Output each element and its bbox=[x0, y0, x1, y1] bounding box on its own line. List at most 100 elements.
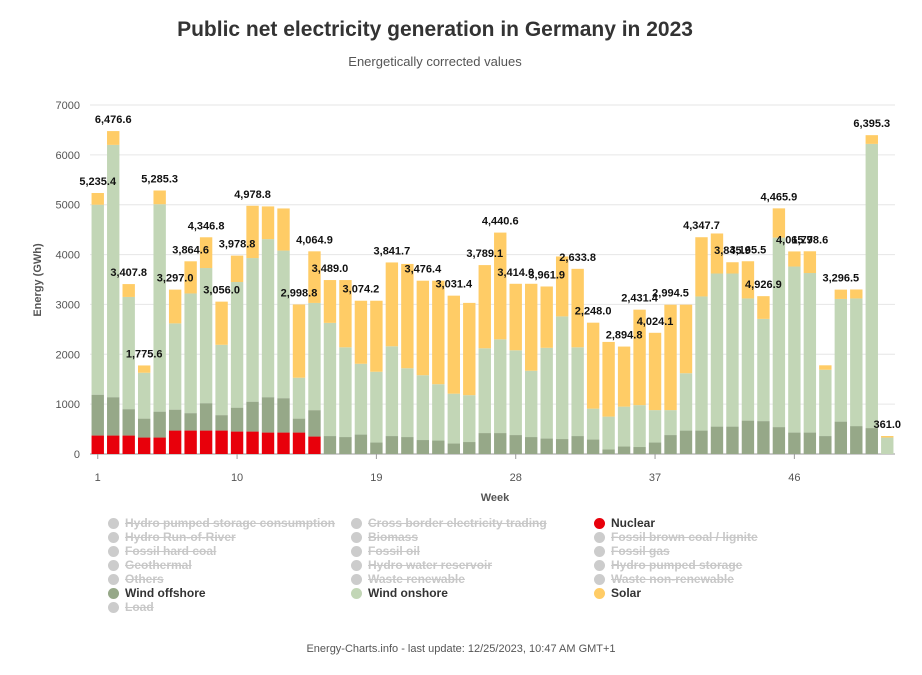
bar-segment-wind-offshore[interactable] bbox=[679, 430, 693, 454]
bar-segment-wind-onshore[interactable] bbox=[308, 302, 321, 411]
bar-segment-wind-offshore[interactable] bbox=[107, 397, 120, 436]
bar-segment-wind-onshore[interactable] bbox=[137, 372, 151, 419]
bar-segment-wind-onshore[interactable] bbox=[153, 204, 166, 412]
bar-segment-solar[interactable] bbox=[199, 237, 213, 269]
bar-segment-solar[interactable] bbox=[122, 284, 135, 297]
bar-segment-solar[interactable] bbox=[416, 280, 430, 376]
bar-segment-nuclear[interactable] bbox=[91, 435, 104, 454]
bar-segment-wind-onshore[interactable] bbox=[602, 416, 615, 450]
legend-item[interactable]: Fossil brown coal / lignite bbox=[594, 530, 758, 544]
legend-item[interactable]: Cross border electricity trading bbox=[351, 516, 547, 530]
bar-segment-solar[interactable] bbox=[292, 304, 306, 378]
bar-segment-solar[interactable] bbox=[401, 263, 414, 369]
bar-segment-solar[interactable] bbox=[555, 256, 569, 317]
bar-segment-solar[interactable] bbox=[819, 365, 832, 370]
bar-segment-wind-onshore[interactable] bbox=[617, 406, 631, 447]
legend-item[interactable]: Waste non-renewable bbox=[594, 572, 734, 586]
legend-item[interactable]: Hydro water reservoir bbox=[351, 558, 492, 572]
bar-segment-solar[interactable] bbox=[447, 295, 460, 394]
bar-segment-wind-offshore[interactable] bbox=[509, 435, 522, 454]
bar-segment-wind-onshore[interactable] bbox=[416, 375, 430, 441]
bar-segment-wind-onshore[interactable] bbox=[494, 339, 507, 434]
bar-segment-wind-offshore[interactable] bbox=[168, 409, 182, 431]
bar-segment-wind-onshore[interactable] bbox=[803, 273, 817, 433]
bar-segment-solar[interactable] bbox=[153, 190, 166, 205]
bar-segment-nuclear[interactable] bbox=[277, 432, 290, 454]
bar-segment-solar[interactable] bbox=[463, 302, 476, 396]
legend-item[interactable]: Biomass bbox=[351, 530, 418, 544]
bar-segment-nuclear[interactable] bbox=[107, 435, 120, 454]
bar-segment-solar[interactable] bbox=[137, 365, 151, 373]
bar-segment-nuclear[interactable] bbox=[153, 437, 166, 454]
bar-segment-wind-offshore[interactable] bbox=[772, 427, 786, 454]
bar-segment-solar[interactable] bbox=[184, 261, 197, 294]
bar-segment-wind-offshore[interactable] bbox=[292, 418, 306, 433]
bar-segment-wind-onshore[interactable] bbox=[757, 318, 770, 422]
bar-segment-wind-onshore[interactable] bbox=[463, 395, 476, 443]
bar-segment-wind-offshore[interactable] bbox=[153, 411, 166, 438]
bar-segment-wind-onshore[interactable] bbox=[370, 371, 383, 443]
bar-segment-wind-onshore[interactable] bbox=[261, 239, 275, 398]
legend-item[interactable]: Hydro pumped storage bbox=[594, 558, 742, 572]
bar-segment-wind-offshore[interactable] bbox=[834, 421, 848, 454]
legend-item[interactable]: Wind onshore bbox=[351, 586, 448, 600]
bar-segment-solar[interactable] bbox=[679, 304, 693, 374]
bar-segment-wind-offshore[interactable] bbox=[710, 426, 724, 454]
legend-item[interactable]: Fossil gas bbox=[594, 544, 670, 558]
bar-segment-solar[interactable] bbox=[881, 436, 894, 438]
bar-segment-wind-onshore[interactable] bbox=[710, 273, 724, 427]
bar-segment-wind-offshore[interactable] bbox=[633, 447, 646, 454]
bar-segment-wind-offshore[interactable] bbox=[726, 426, 739, 454]
bar-segment-wind-offshore[interactable] bbox=[540, 438, 553, 454]
bar-segment-solar[interactable] bbox=[850, 289, 863, 299]
bar-segment-solar[interactable] bbox=[370, 300, 383, 372]
bar-segment-wind-offshore[interactable] bbox=[230, 407, 244, 432]
bar-segment-wind-offshore[interactable] bbox=[695, 430, 708, 454]
bar-segment-solar[interactable] bbox=[834, 289, 848, 299]
bar-segment-solar[interactable] bbox=[710, 233, 724, 274]
bar-segment-wind-onshore[interactable] bbox=[819, 369, 832, 437]
bar-segment-nuclear[interactable] bbox=[168, 430, 182, 454]
bar-segment-wind-onshore[interactable] bbox=[788, 266, 801, 433]
bar-segment-solar[interactable] bbox=[741, 261, 755, 299]
bar-segment-wind-onshore[interactable] bbox=[230, 281, 244, 408]
bar-segment-wind-onshore[interactable] bbox=[199, 268, 213, 404]
bar-segment-wind-offshore[interactable] bbox=[339, 437, 352, 454]
bar-segment-wind-onshore[interactable] bbox=[525, 370, 538, 438]
bar-segment-wind-onshore[interactable] bbox=[850, 298, 863, 427]
bar-segment-solar[interactable] bbox=[757, 296, 770, 319]
bar-segment-wind-offshore[interactable] bbox=[199, 403, 213, 431]
bar-segment-wind-onshore[interactable] bbox=[184, 293, 197, 414]
bar-segment-solar[interactable] bbox=[246, 205, 259, 259]
bar-segment-solar[interactable] bbox=[525, 283, 538, 371]
bar-segment-solar[interactable] bbox=[494, 232, 507, 340]
bar-segment-solar[interactable] bbox=[277, 208, 290, 251]
bar-segment-wind-onshore[interactable] bbox=[91, 204, 104, 395]
bar-segment-nuclear[interactable] bbox=[261, 432, 275, 454]
bar-segment-solar[interactable] bbox=[803, 251, 817, 274]
bar-segment-solar[interactable] bbox=[261, 206, 275, 240]
legend-item[interactable]: Wind offshore bbox=[108, 586, 206, 600]
bar-segment-wind-onshore[interactable] bbox=[122, 296, 135, 410]
bar-segment-wind-offshore[interactable] bbox=[788, 432, 801, 454]
bar-segment-solar[interactable] bbox=[385, 262, 399, 347]
bar-segment-wind-offshore[interactable] bbox=[803, 432, 817, 454]
bar-segment-wind-onshore[interactable] bbox=[772, 237, 786, 428]
bar-segment-solar[interactable] bbox=[617, 346, 631, 407]
bar-segment-wind-offshore[interactable] bbox=[416, 440, 430, 454]
bar-segment-wind-offshore[interactable] bbox=[385, 436, 399, 454]
bar-segment-wind-onshore[interactable] bbox=[385, 346, 399, 437]
bar-segment-nuclear[interactable] bbox=[246, 431, 259, 454]
bar-segment-wind-offshore[interactable] bbox=[354, 434, 368, 454]
bar-segment-wind-onshore[interactable] bbox=[354, 363, 368, 435]
bar-segment-wind-onshore[interactable] bbox=[695, 296, 708, 431]
bar-segment-wind-onshore[interactable] bbox=[168, 323, 182, 410]
bar-segment-wind-onshore[interactable] bbox=[323, 322, 337, 437]
bar-segment-wind-offshore[interactable] bbox=[215, 415, 228, 431]
bar-segment-solar[interactable] bbox=[772, 208, 786, 238]
bar-segment-wind-offshore[interactable] bbox=[741, 420, 755, 454]
bar-segment-wind-offshore[interactable] bbox=[850, 426, 863, 454]
bar-segment-solar[interactable] bbox=[695, 237, 708, 297]
bar-segment-wind-offshore[interactable] bbox=[246, 401, 259, 432]
bar-segment-wind-offshore[interactable] bbox=[555, 439, 569, 454]
